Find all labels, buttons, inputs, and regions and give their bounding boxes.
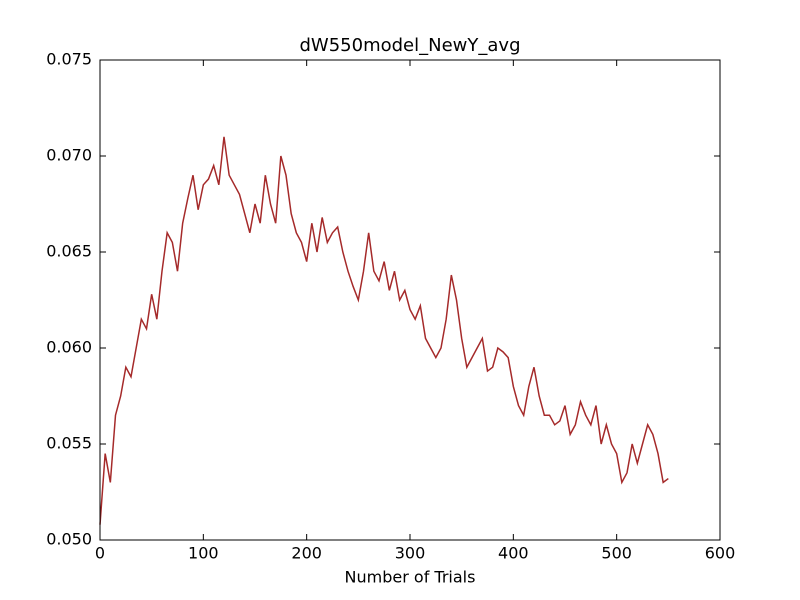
data-line (99, 136, 669, 525)
y-tick-label: 0.050 (46, 530, 92, 549)
x-tick-label: 200 (291, 544, 322, 563)
x-tick-label: 500 (601, 544, 632, 563)
y-tick-label: 0.070 (46, 146, 92, 165)
x-tick-label: 0 (95, 544, 105, 563)
y-tick-label: 0.060 (46, 338, 92, 357)
x-axis-label: Number of Trials (345, 568, 476, 587)
y-tick-label: 0.065 (46, 242, 92, 261)
x-tick-label: 400 (498, 544, 529, 563)
plot-frame (99, 59, 721, 541)
chart-title: dW550model_NewY_avg (300, 35, 521, 56)
x-tick-label: 100 (188, 544, 219, 563)
y-tick-label: 0.075 (46, 50, 92, 69)
x-tick-label: 300 (395, 544, 426, 563)
y-tick-label: 0.055 (46, 434, 92, 453)
x-tick-label: 600 (705, 544, 736, 563)
